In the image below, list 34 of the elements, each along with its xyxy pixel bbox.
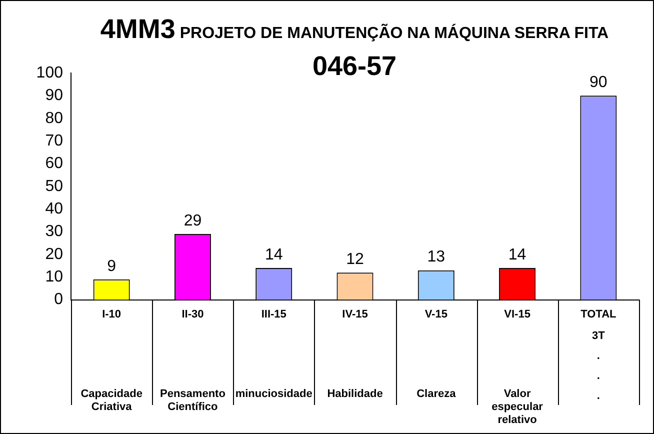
text: Capacidade Criativa [80, 388, 142, 413]
chart-title: 4MM3 PROJETO DE MANUTENÇÃO NA MÁQUINA SERRA FITA [100, 14, 609, 44]
x-tick-label: IV-15 [342, 308, 368, 320]
y-tick-label: 70 [45, 132, 64, 150]
text: Pensamento Científico [160, 388, 226, 413]
y-tick-label: 40 [45, 200, 64, 218]
y-tick-label: 30 [45, 223, 64, 240]
x-tick-label: VI-15 [504, 308, 530, 320]
y-tick-label: 100 [36, 64, 64, 82]
text: Valor especular relativo [492, 388, 544, 426]
x-tick-label: TOTAL [580, 308, 617, 320]
text: 3T . . . [592, 330, 606, 402]
y-tick-label: 50 [45, 178, 64, 195]
text: minuciosidade [235, 388, 312, 400]
chart-subtitle: 046-57 [312, 51, 397, 81]
data-label: 14 [264, 246, 283, 264]
x-tick-label: I-10 [102, 308, 122, 320]
data-label: 14 [508, 246, 526, 264]
data-label: 9 [107, 258, 116, 275]
y-tick-label: 20 [45, 246, 64, 263]
y-tick-label: 60 [45, 155, 64, 172]
y-tick-label: 80 [45, 110, 64, 127]
x-tick-label: V-15 [424, 308, 448, 320]
data-label: 29 [184, 212, 202, 230]
text: Clareza [416, 388, 457, 400]
data-label: 12 [346, 250, 364, 268]
x-tick-label: III-15 [261, 308, 286, 320]
data-label: 13 [427, 248, 446, 266]
text: Habilidade [327, 388, 383, 400]
y-tick-label: 0 [54, 291, 64, 308]
y-tick-label: 10 [45, 268, 64, 286]
x-tick-label: II-30 [182, 308, 204, 320]
y-tick-label: 90 [45, 87, 64, 104]
data-label: 90 [590, 74, 608, 92]
